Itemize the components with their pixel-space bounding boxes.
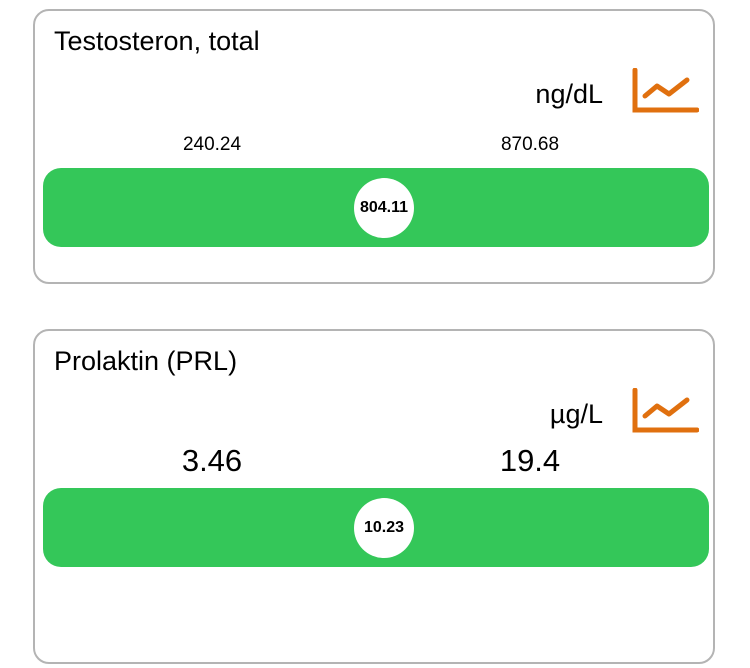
unit: ng/dL	[535, 79, 603, 109]
value-marker: 804.11	[354, 178, 414, 238]
chart-button[interactable]	[631, 388, 699, 436]
lab-card: Prolaktin (PRL) µg/L 3.46 19.4 10.23	[33, 329, 715, 664]
range-max: 870.68	[500, 134, 560, 155]
lab-card: Testosteron, total ng/dL 240.24 870.68 8…	[33, 9, 715, 284]
card-title: Testosteron, total	[54, 26, 260, 56]
range-bar: 10.23	[43, 488, 709, 567]
value-marker: 10.23	[354, 498, 414, 558]
unit: µg/L	[549, 399, 603, 429]
range-bar: 804.11	[43, 168, 709, 247]
range-min: 240.24	[182, 134, 242, 155]
range-max: 19.4	[499, 443, 561, 478]
chart-button[interactable]	[631, 68, 699, 116]
card-title: Prolaktin (PRL)	[54, 346, 238, 376]
range-min: 3.46	[181, 443, 243, 478]
